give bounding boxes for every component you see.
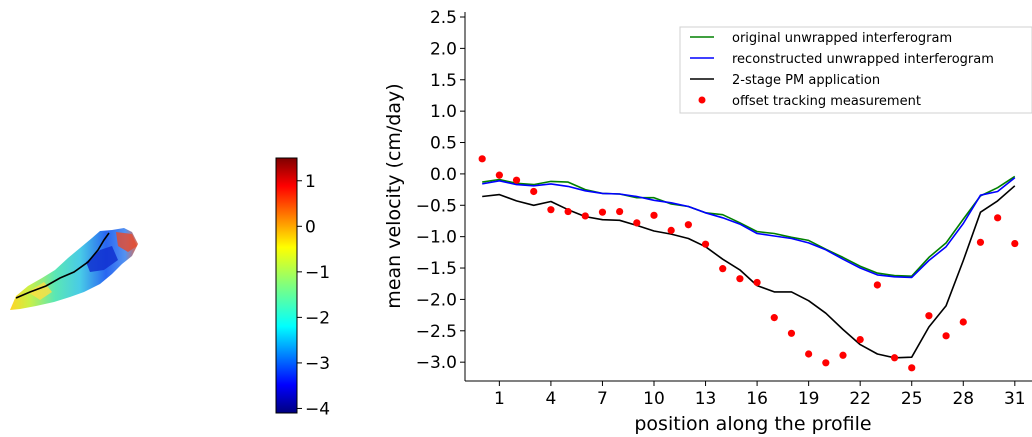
series-line-2 xyxy=(482,185,1016,359)
offset-tracking-point xyxy=(581,212,589,220)
red-patch xyxy=(116,232,137,252)
colorbar-tick-label: 0 xyxy=(305,217,316,237)
offset-tracking-point xyxy=(1011,239,1019,248)
x-tick-label: 28 xyxy=(952,389,974,409)
blue-patch xyxy=(86,246,118,272)
offset-tracking-point xyxy=(890,354,899,362)
offset-tracking-point xyxy=(839,351,847,359)
offset-tracking-point xyxy=(873,281,881,289)
y-tick-label: 0.0 xyxy=(430,165,457,185)
offset-tracking-point xyxy=(633,219,641,227)
legend-label-pm: 2-stage PM application xyxy=(732,73,880,88)
series-line-0 xyxy=(482,175,1016,278)
legend-swatch-offset xyxy=(698,96,706,104)
x-tick-label: 19 xyxy=(798,389,820,409)
legend-label-original: original unwrapped interferogram xyxy=(732,31,952,46)
colorbar-tick-label: −3 xyxy=(305,354,330,374)
offset-tracking-point xyxy=(959,318,967,326)
offset-tracking-point xyxy=(547,206,555,214)
legend-label-reconstructed: reconstructed unwrapped interferogram xyxy=(732,52,994,67)
y-tick-label: 0.5 xyxy=(430,134,457,154)
y-tick-label: 2.0 xyxy=(430,39,457,59)
offset-tracking-point xyxy=(719,265,727,273)
x-tick-label: 4 xyxy=(545,389,556,409)
offset-tracking-point xyxy=(925,312,933,320)
colorbar-tick-label: −4 xyxy=(305,399,330,419)
y-tick-label: 1.5 xyxy=(430,71,457,91)
legend: original unwrapped interferogram reconst… xyxy=(679,26,1032,114)
y-tick-label: −1.0 xyxy=(416,228,457,248)
offset-tracking-point xyxy=(512,176,521,184)
offset-tracking-point xyxy=(942,332,950,340)
offset-tracking-point xyxy=(753,278,761,287)
series-layer xyxy=(478,155,1019,372)
offset-tracking-point xyxy=(701,240,710,248)
y-tick-label: −1.5 xyxy=(416,259,457,279)
offset-tracking-point xyxy=(598,208,607,216)
offset-tracking-point xyxy=(994,214,1002,222)
y-tick-label: −3.0 xyxy=(416,353,457,373)
offset-tracking-point xyxy=(667,226,675,234)
x-tick-label: 22 xyxy=(849,389,871,409)
x-tick-label: 7 xyxy=(597,389,608,409)
y-tick-label: 1.0 xyxy=(430,102,457,122)
profile-line xyxy=(15,232,110,299)
x-axis-label: position along the profile xyxy=(634,413,871,435)
x-tick-label: 1 xyxy=(494,389,505,409)
y-axis-ticks: 2.5 2.0 1.5 1.0 0.5 0.0 −0.5 −1.0 −1.5 −2.0 −2.5 −3… xyxy=(416,8,465,373)
offset-tracking-point xyxy=(822,359,830,367)
x-tick-label: 25 xyxy=(901,389,923,409)
colorbar xyxy=(275,157,298,414)
series-line-1 xyxy=(482,177,1016,279)
y-tick-label: −0.5 xyxy=(416,196,457,216)
x-tick-label: 13 xyxy=(695,389,717,409)
legend-label-offset: offset tracking measurement xyxy=(732,94,921,109)
offset-tracking-point xyxy=(495,171,503,179)
offset-tracking-point xyxy=(908,364,916,372)
offset-tracking-point xyxy=(684,221,692,229)
offset-tracking-point xyxy=(805,350,813,358)
colorbar-ticks: 1 0 −1 −2 −3 −4 xyxy=(297,172,330,419)
x-tick-label: 16 xyxy=(746,389,768,409)
y-tick-label: −2.5 xyxy=(416,322,457,342)
offset-tracking-point xyxy=(787,329,796,337)
offset-tracking-point xyxy=(976,238,985,246)
map-panel: 1 0 −1 −2 −3 −4 xyxy=(10,157,330,419)
colorbar-tick-label: −1 xyxy=(305,263,330,283)
y-tick-label: 2.5 xyxy=(430,8,457,28)
offset-tracking-point xyxy=(770,314,778,322)
offset-tracking-point xyxy=(736,275,744,283)
x-tick-label: 10 xyxy=(643,389,665,409)
legend-box xyxy=(679,26,1032,114)
x-axis-ticks: 1 4 7 10 13 16 19 22 25 28 31 xyxy=(494,381,1026,409)
offset-tracking-point xyxy=(616,207,624,216)
colorbar-tick-label: 1 xyxy=(305,172,316,192)
y-axis-label: mean velocity (cm/day) xyxy=(383,83,405,308)
x-tick-label: 31 xyxy=(1004,389,1026,409)
colorbar-tick-label: −2 xyxy=(305,308,330,328)
offset-tracking-point xyxy=(856,335,864,344)
y-tick-label: −2.0 xyxy=(416,290,457,310)
chart-panel: 2.5 2.0 1.5 1.0 0.5 0.0 −0.5 −1.0 −1.5 −2.0 −2.5 −3… xyxy=(383,8,1032,435)
offset-tracking-point xyxy=(650,211,658,219)
offset-tracking-point xyxy=(564,207,572,216)
offset-tracking-point xyxy=(530,187,538,196)
offset-tracking-point xyxy=(478,155,486,163)
